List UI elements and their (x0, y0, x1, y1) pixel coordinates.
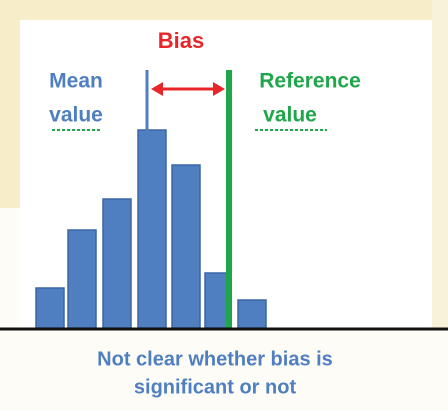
histogram (35, 129, 267, 329)
bar (237, 299, 267, 329)
caption: significant or not (134, 376, 297, 398)
arrow-head (151, 82, 163, 96)
bar (171, 164, 201, 329)
bar (102, 198, 132, 329)
bar (67, 229, 97, 329)
reference-label: value (263, 104, 317, 127)
bias-title: Bias (158, 28, 204, 53)
bar (35, 287, 65, 329)
bar (204, 272, 228, 329)
caption: Not clear whether bias is (97, 348, 333, 370)
reference-label: Reference (259, 70, 361, 93)
frame-left (0, 0, 20, 208)
bar (137, 129, 167, 329)
frame-right (432, 0, 448, 330)
mean-label: value (49, 104, 103, 127)
arrow-head (213, 82, 225, 96)
bias-arrow (151, 82, 225, 96)
mean-label: Mean (49, 70, 103, 93)
frame-top (0, 0, 448, 20)
